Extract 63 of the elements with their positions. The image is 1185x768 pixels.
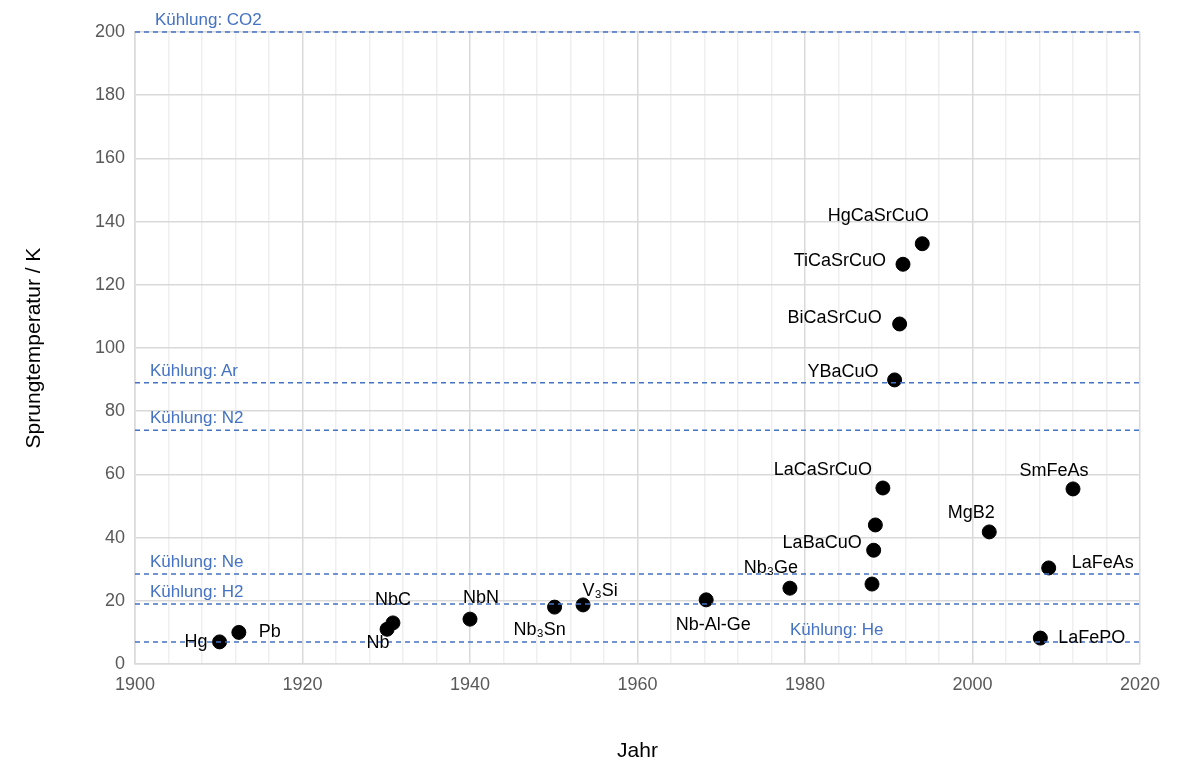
ref-line-label: Kühlung: H2 — [150, 582, 244, 602]
point — [698, 592, 714, 608]
x-tick-label: 1920 — [282, 673, 323, 694]
point — [892, 316, 908, 332]
point — [782, 580, 798, 596]
y-tick-label: 160 — [94, 147, 125, 168]
data-label: Nb₃Ge — [743, 557, 799, 578]
data-label: Nb₃Sn — [513, 619, 566, 640]
data-label: LaCaSrCuO — [773, 458, 872, 479]
point — [1065, 481, 1081, 497]
y-tick-label: 80 — [104, 400, 125, 421]
data-label: Nb — [366, 632, 390, 653]
y-tick-label: 100 — [94, 336, 125, 357]
data-label: TiCaSrCuO — [793, 250, 886, 271]
data-label: NbC — [374, 588, 411, 609]
y-axis-title: Sprungtemperatur / K — [21, 247, 45, 449]
x-tick-label: 2000 — [952, 673, 993, 694]
ref-line-label: Kühlung: Ar — [150, 360, 239, 380]
y-tick-label: 180 — [94, 84, 125, 105]
point — [887, 372, 903, 388]
point — [231, 624, 247, 640]
data-label: LaFeAs — [1071, 551, 1134, 572]
y-tick-label: 120 — [94, 273, 125, 294]
x-tick-label: 1900 — [114, 673, 156, 694]
data-label: Hg — [184, 630, 208, 651]
y-tick-label: 40 — [104, 526, 125, 547]
point — [212, 634, 228, 650]
ref-line-label: Kühlung: He — [790, 620, 884, 640]
x-tick-label: 2020 — [1119, 673, 1161, 694]
point — [1041, 560, 1057, 576]
data-label: HgCaSrCuO — [827, 204, 929, 225]
x-tick-label: 1980 — [784, 673, 826, 694]
ref-line-label: Kühlung: N2 — [150, 408, 244, 428]
data-label: Nb-Al-Ge — [675, 613, 751, 634]
ref-line-label: Kühlung: CO2 — [155, 10, 262, 30]
point — [385, 615, 401, 631]
y-tick-label: 200 — [94, 20, 125, 41]
point — [462, 611, 478, 627]
point — [867, 517, 883, 533]
x-axis-title: Jahr — [617, 738, 658, 762]
data-label: MgB2 — [947, 501, 995, 522]
data-label: YBaCuO — [807, 360, 879, 381]
point — [875, 480, 891, 496]
y-tick-label: 140 — [94, 210, 125, 231]
data-label: SmFeAs — [1019, 459, 1089, 480]
point — [914, 236, 930, 252]
data-label: LaBaCuO — [782, 532, 862, 553]
point — [1032, 630, 1048, 646]
data-label: Pb — [258, 621, 281, 642]
y-tick-label: 60 — [104, 463, 125, 484]
y-tick-label: 0 — [114, 652, 125, 673]
data-label: BiCaSrCuO — [787, 306, 882, 327]
x-tick-label: 1940 — [449, 673, 491, 694]
ref-line-label: Kühlung: Ne — [150, 552, 244, 572]
point — [981, 524, 997, 540]
point — [895, 256, 911, 272]
x-tick-label: 1960 — [617, 673, 658, 694]
y-tick-label: 20 — [104, 589, 125, 610]
data-label: LaFePO — [1058, 627, 1126, 648]
data-label: NbN — [462, 587, 500, 608]
data-label: V₃Si — [582, 579, 618, 600]
point — [866, 542, 882, 558]
point — [864, 576, 880, 592]
